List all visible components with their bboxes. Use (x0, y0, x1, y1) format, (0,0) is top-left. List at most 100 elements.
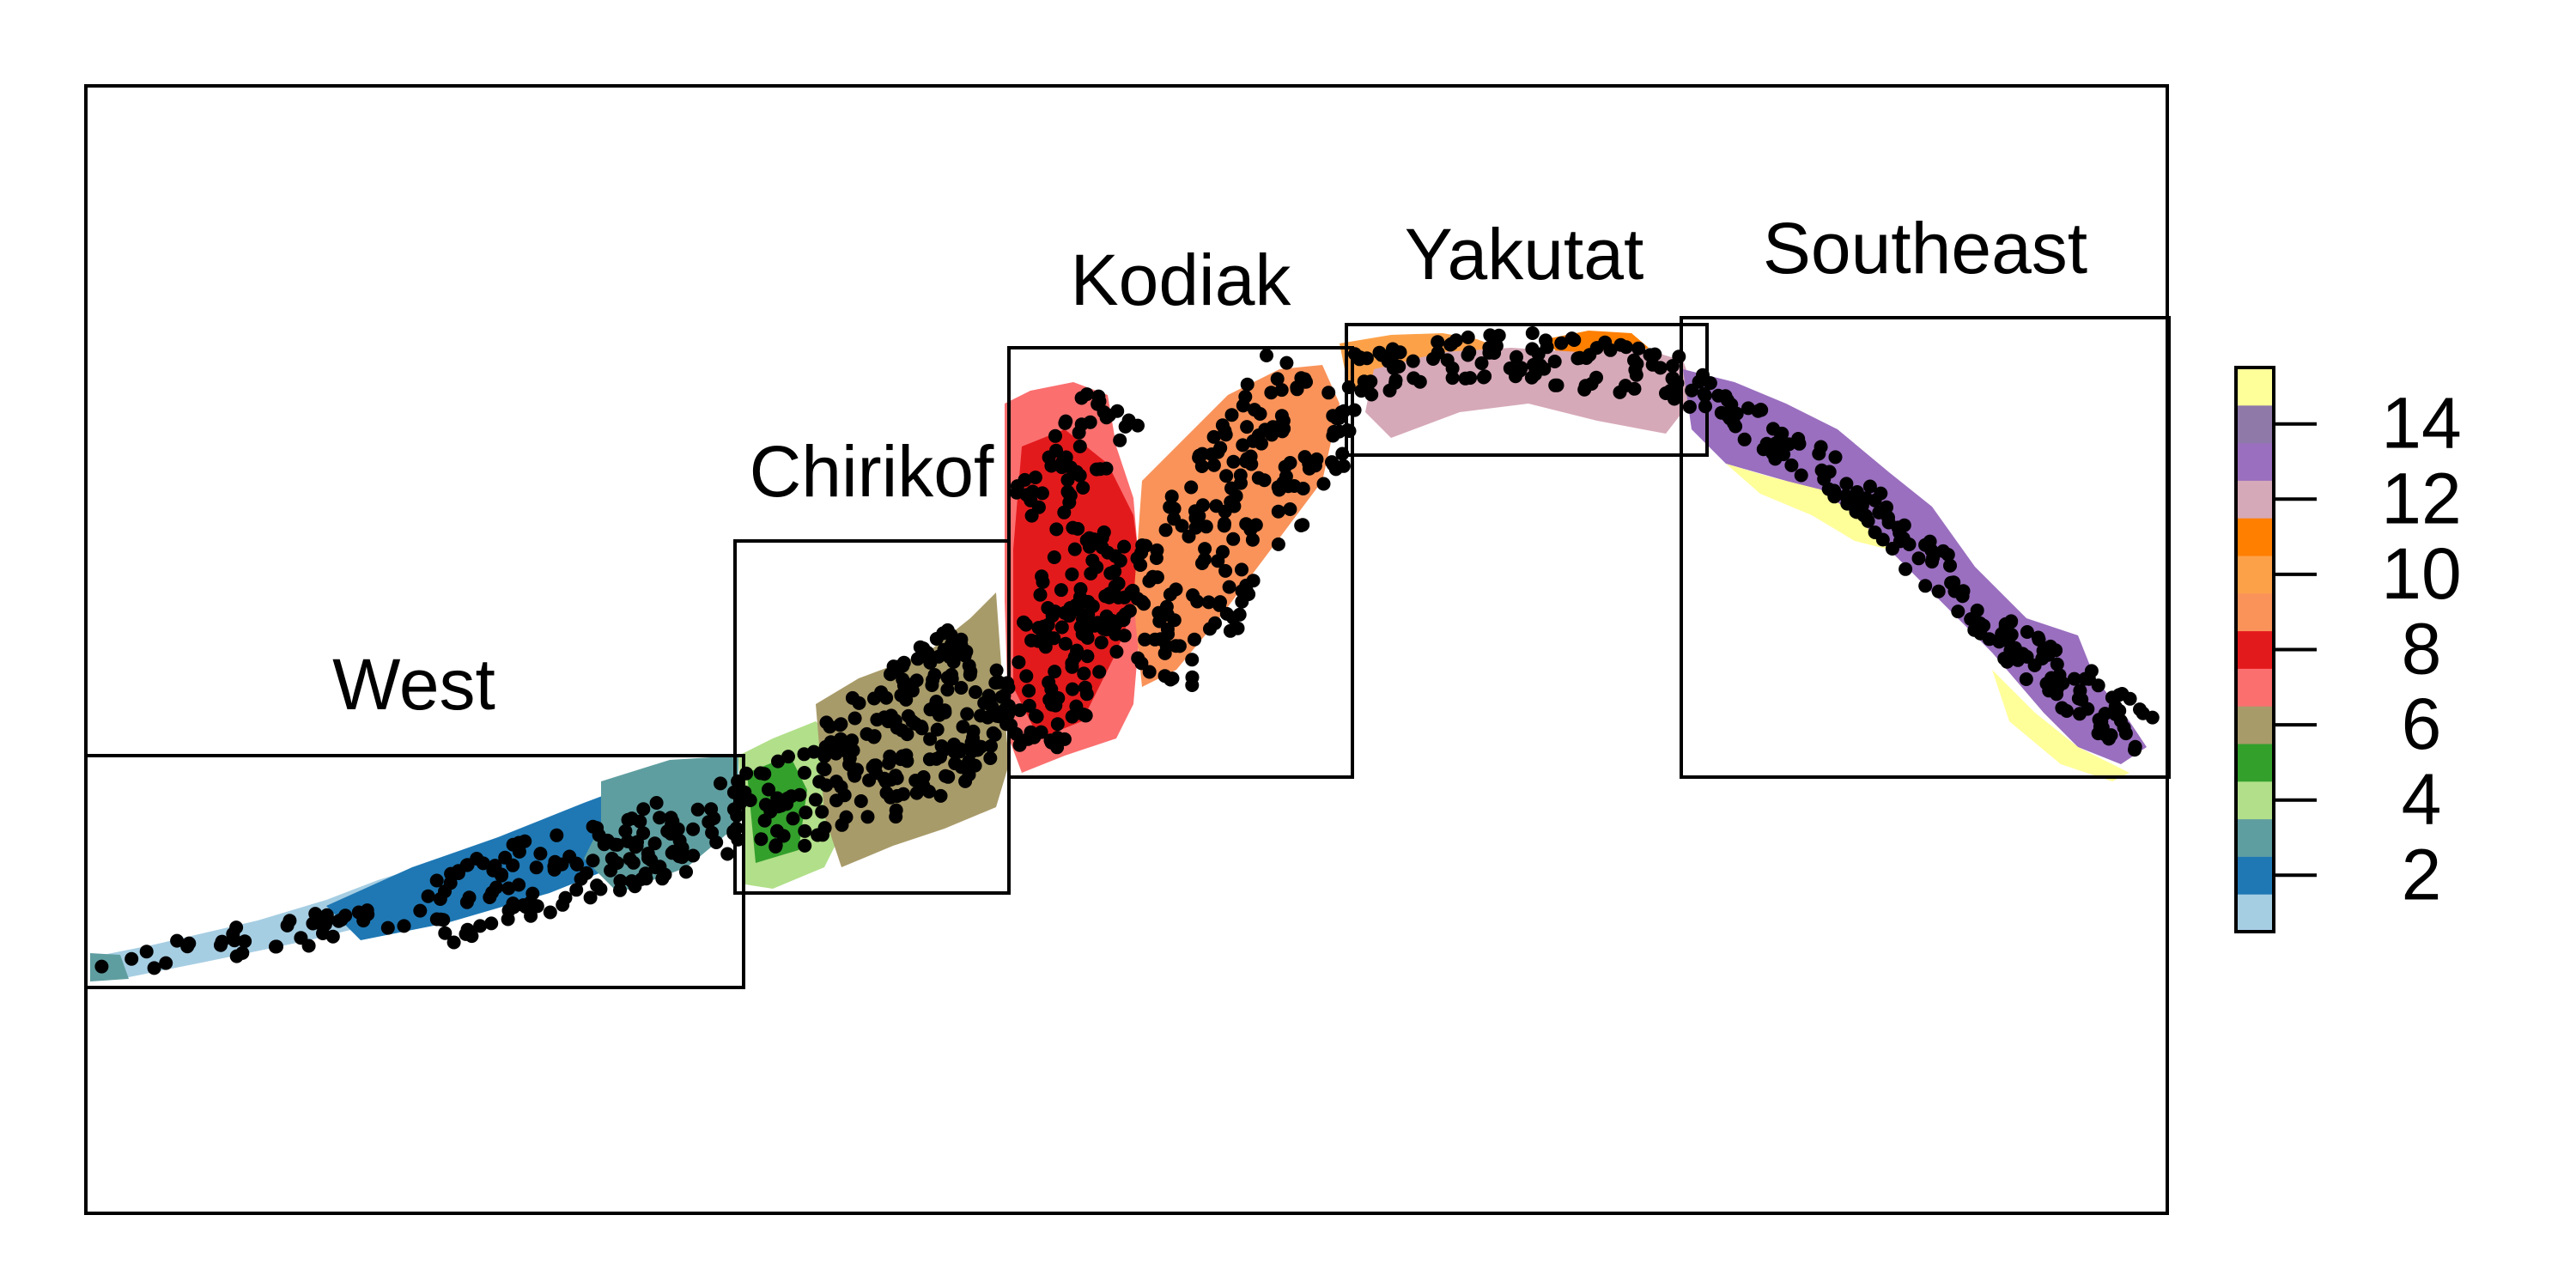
sample-point (1198, 542, 1212, 556)
sample-point (238, 934, 252, 949)
sample-point (2004, 614, 2019, 629)
sample-point (1995, 627, 2009, 641)
sample-point (981, 689, 996, 703)
sample-point (512, 878, 526, 892)
sample-point (1260, 349, 1273, 362)
sample-point (1138, 632, 1152, 647)
sample-point (797, 766, 811, 780)
sample-point (758, 798, 773, 812)
sample-point (679, 865, 693, 879)
sample-point (984, 738, 998, 753)
sample-point (1024, 633, 1039, 647)
sample-point (1076, 708, 1091, 721)
sample-point (226, 927, 240, 941)
sample-point (1290, 382, 1304, 397)
sample-point (913, 640, 927, 654)
sample-point (1058, 636, 1072, 651)
sample-point (1117, 539, 1132, 554)
sample-point (1234, 476, 1248, 490)
sample-point (1066, 520, 1080, 535)
sample-point (1042, 675, 1056, 690)
sample-point (1065, 567, 1079, 581)
sample-point (1613, 337, 1628, 352)
sample-point (987, 727, 1002, 742)
sample-point (636, 826, 651, 841)
sample-point (672, 834, 687, 848)
sample-point (1283, 502, 1297, 516)
sample-point (1077, 666, 1091, 681)
sample-point (1031, 500, 1046, 514)
stratum-southeast-yellow (1726, 464, 1889, 550)
sample-point (739, 766, 754, 781)
sample-point (1102, 590, 1116, 605)
sample-point (1226, 454, 1241, 469)
sample-point (647, 836, 662, 851)
sample-point (1219, 469, 1234, 483)
sample-point (889, 803, 903, 817)
sample-point (1567, 333, 1582, 347)
sample-point (1226, 532, 1241, 546)
sample-point (886, 664, 901, 678)
sample-point (1054, 620, 1069, 635)
sample-point (550, 828, 564, 842)
sample-point (1316, 477, 1331, 491)
sample-point (147, 961, 161, 975)
sample-point (1918, 538, 1933, 552)
sample-point (845, 733, 860, 748)
sample-point (182, 936, 197, 951)
sample-point (1033, 587, 1048, 602)
sample-point (1047, 631, 1061, 646)
sample-point (1665, 371, 1680, 386)
sample-point (974, 739, 988, 754)
sample-point (1672, 349, 1686, 364)
sample-point (786, 811, 800, 826)
sample-point (1012, 655, 1026, 670)
sample-point (1236, 398, 1250, 413)
sample-point (1021, 732, 1036, 746)
sample-point (1139, 538, 1153, 553)
sample-point (1054, 583, 1068, 598)
sample-point (613, 883, 627, 897)
sample-point (776, 829, 791, 843)
sample-point (948, 756, 963, 771)
sample-point (1001, 699, 1016, 713)
sample-point (1167, 512, 1182, 526)
sample-point (936, 626, 951, 641)
sample-point (1336, 459, 1351, 473)
legend-swatch (2236, 442, 2274, 481)
sample-point (968, 758, 982, 773)
sample-point (1386, 342, 1400, 356)
sample-point (1097, 525, 1111, 539)
sample-point (992, 675, 1006, 690)
sample-point (159, 956, 173, 970)
sample-point (519, 900, 533, 914)
sample-point (1131, 651, 1145, 665)
sample-point (854, 794, 868, 808)
sample-point (845, 690, 860, 705)
sample-point (512, 835, 526, 850)
sample-point (819, 778, 834, 793)
sample-point (1278, 459, 1292, 474)
sample-point (1186, 588, 1200, 603)
sample-point (1083, 415, 1097, 429)
sample-point (1068, 598, 1083, 612)
sample-point (436, 913, 451, 927)
sample-point (1276, 414, 1291, 428)
sample-point (1081, 594, 1096, 609)
sample-point (1182, 529, 1196, 544)
sample-point (320, 912, 335, 927)
sample-point (1075, 627, 1090, 641)
sample-point (1931, 584, 1946, 598)
sample-point (1036, 574, 1050, 589)
sample-point (1737, 432, 1752, 447)
sample-point (1150, 543, 1164, 557)
sample-point (1510, 349, 1523, 364)
sample-point (1245, 532, 1260, 547)
sample-point (1091, 389, 1106, 404)
sample-point (781, 791, 795, 805)
sample-point (1211, 554, 1225, 568)
sample-point (686, 822, 701, 836)
legend-swatch (2236, 404, 2274, 444)
legend-tick-label: 4 (2402, 759, 2442, 840)
